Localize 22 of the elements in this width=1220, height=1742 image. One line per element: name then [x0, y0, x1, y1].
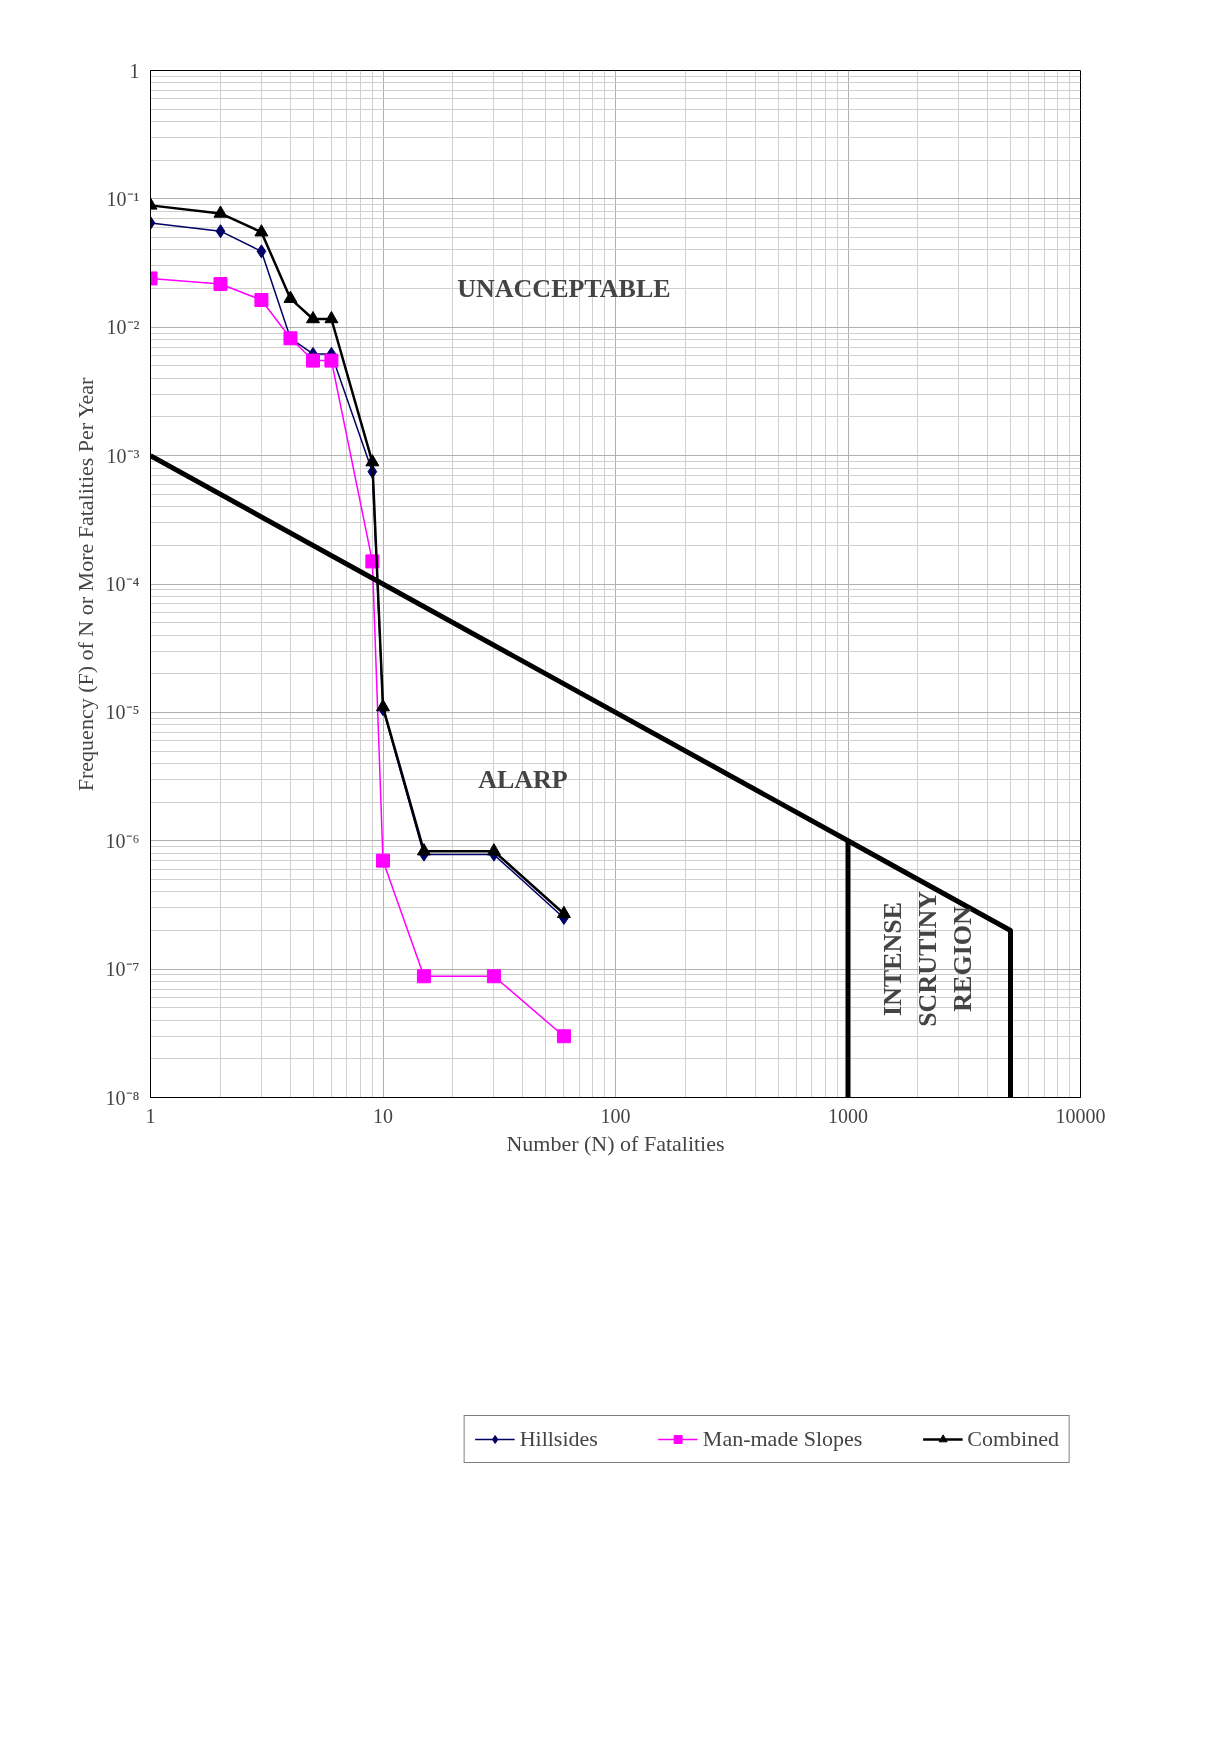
x-axis-title: Number (N) of Fatalities — [506, 1130, 725, 1156]
legend-label: Hillsides — [519, 1426, 598, 1452]
annotation: ALARP — [478, 765, 568, 794]
legend-label: Man-made Slopes — [702, 1426, 863, 1452]
x-tick-label: 1 — [145, 1104, 156, 1127]
legend-label: Combined — [967, 1426, 1059, 1452]
y-tick-label: 10⁻⁵ — [105, 701, 140, 724]
x-tick-label: 10000 — [1055, 1104, 1106, 1127]
y-tick-label: 1 — [129, 59, 140, 82]
y-axis-title: Frequency (F) of N or More Fatalities Per Year — [72, 376, 98, 792]
x-tick-label: 100 — [600, 1104, 631, 1127]
y-tick-label: 10⁻¹ — [106, 187, 140, 210]
annotation: INTENSE SCRUTINY REGION — [878, 890, 977, 1027]
y-tick-label: 10⁻⁶ — [105, 829, 140, 852]
y-tick-label: 10⁻² — [106, 316, 140, 339]
y-tick-label: 10⁻⁸ — [105, 1086, 140, 1109]
x-tick-label: 10 — [373, 1104, 393, 1127]
y-tick-label: 10⁻⁴ — [105, 573, 140, 595]
y-tick-label: 10⁻³ — [106, 444, 140, 467]
annotation: UNACCEPTABLE — [457, 274, 671, 304]
y-tick-label: 10⁻⁷ — [105, 958, 140, 981]
x-tick-label: 1000 — [828, 1104, 868, 1127]
